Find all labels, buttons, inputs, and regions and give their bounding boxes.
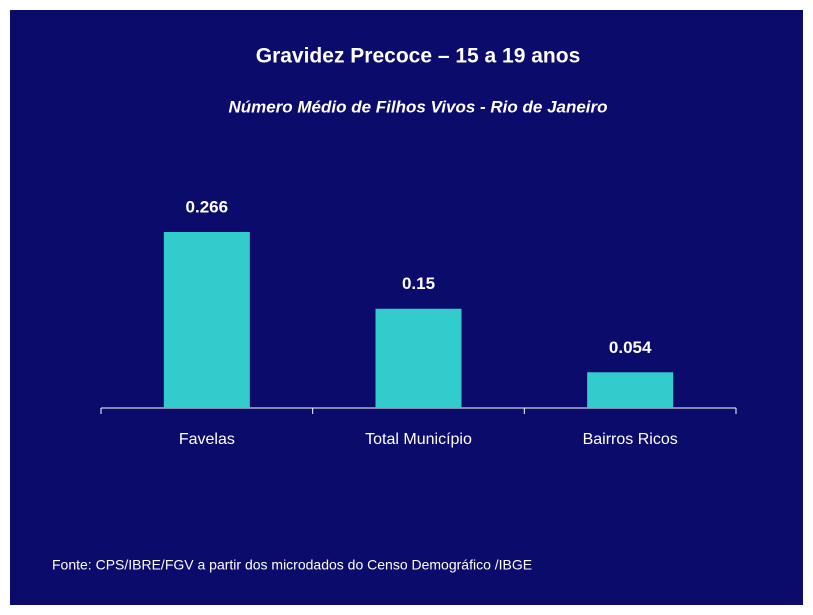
chart-subtitle: Número Médio de Filhos Vivos - Rio de Ja… bbox=[228, 97, 607, 116]
source-note: Fonte: CPS/IBRE/FGV a partir dos microda… bbox=[52, 557, 532, 573]
data-label: 0.15 bbox=[402, 274, 435, 293]
x-tick-label: Favelas bbox=[179, 431, 235, 448]
x-tick-label: Total Município bbox=[365, 431, 472, 448]
bar bbox=[375, 308, 462, 408]
data-label: 0.054 bbox=[609, 338, 652, 357]
x-tick-label: Bairros Ricos bbox=[583, 431, 678, 448]
data-label: 0.266 bbox=[186, 197, 229, 216]
bar bbox=[163, 232, 250, 408]
bar bbox=[587, 372, 674, 408]
chart-title: Gravidez Precoce – 15 a 19 anos bbox=[256, 45, 581, 68]
background bbox=[10, 10, 803, 605]
